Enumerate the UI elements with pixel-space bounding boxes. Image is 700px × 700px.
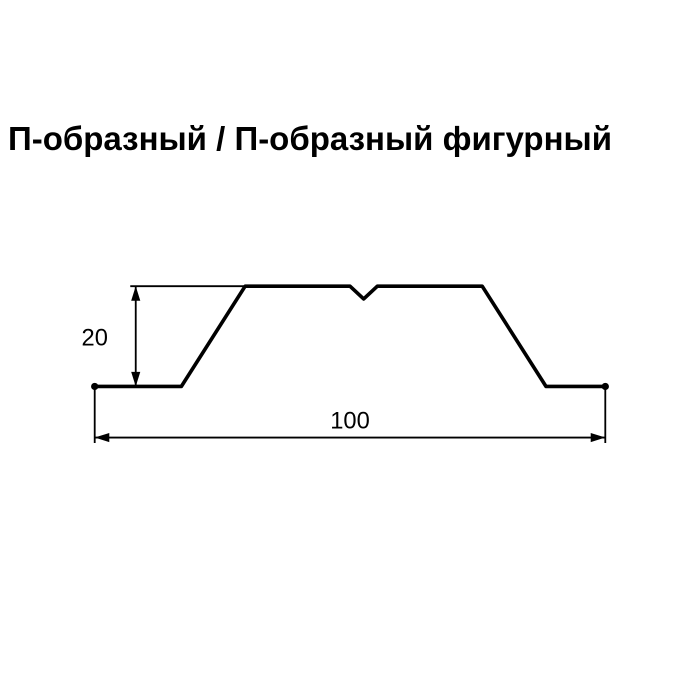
profile-outline <box>95 286 606 386</box>
diagram-title: П-образный / П-образный фигурный <box>0 120 700 158</box>
dim-height-label: 20 <box>82 325 108 351</box>
dim-width-label: 100 <box>330 408 370 434</box>
profile-diagram: 20 100 <box>40 220 660 480</box>
